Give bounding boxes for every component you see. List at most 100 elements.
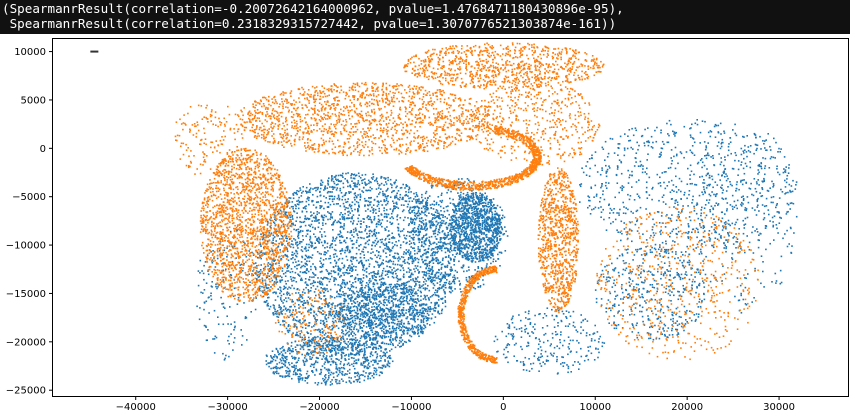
scatter-point — [496, 245, 499, 247]
scatter-point — [449, 229, 452, 232]
scatter-point — [466, 191, 469, 194]
scatter-point — [266, 300, 268, 302]
scatter-point — [479, 260, 482, 262]
scatter-point — [335, 265, 337, 267]
scatter-point — [418, 220, 421, 222]
scatter-point — [348, 368, 351, 371]
scatter-point — [434, 217, 437, 219]
scatter-point — [323, 295, 325, 297]
scatter-point — [395, 287, 397, 289]
scatter-point — [446, 264, 449, 267]
scatter-point — [374, 302, 377, 304]
scatter-point — [424, 226, 426, 228]
scatter-point — [346, 248, 349, 251]
scatter-point — [477, 216, 479, 219]
scatter-point — [380, 263, 383, 265]
scatter-point — [338, 382, 341, 385]
scatter-point — [428, 275, 431, 277]
scatter-point — [270, 257, 272, 260]
scatter-point — [297, 273, 299, 276]
scatter-point — [455, 209, 458, 212]
scatter-point — [385, 260, 387, 263]
scatter-point — [350, 266, 353, 268]
scatter-point — [311, 220, 313, 222]
scatter-point — [458, 260, 460, 263]
scatter-point — [347, 267, 350, 269]
scatter-point — [418, 214, 420, 217]
scatter-point — [431, 218, 434, 221]
scatter-point — [346, 249, 349, 252]
scatter-point — [295, 292, 297, 294]
scatter-point — [412, 238, 414, 241]
scatter-point — [306, 269, 308, 271]
scatter-point — [356, 290, 358, 293]
scatter-point — [351, 234, 353, 236]
scatter-point — [495, 232, 498, 234]
scatter-point — [309, 283, 312, 285]
scatter-point — [447, 224, 450, 227]
scatter-point — [324, 326, 327, 328]
scatter-point — [496, 220, 498, 223]
scatter-point — [442, 222, 444, 224]
scatter-point — [453, 240, 456, 242]
scatter-point — [450, 286, 453, 288]
scatter-point — [416, 212, 419, 215]
scatter-point — [483, 196, 486, 198]
scatter-point — [382, 299, 385, 302]
scatter-point — [384, 195, 387, 198]
scatter-point — [429, 204, 432, 206]
output-line-2: SpearmanrResult(correlation=0.2318329315… — [2, 16, 617, 31]
scatter-point — [394, 252, 396, 255]
scatter-point — [457, 246, 459, 249]
scatter-point — [315, 220, 317, 222]
scatter-point — [357, 279, 360, 282]
scatter-point — [403, 273, 405, 276]
scatter-point — [463, 244, 466, 247]
scatter-point — [273, 307, 275, 309]
scatter-point — [322, 337, 325, 339]
scatter-point — [418, 311, 421, 314]
scatter-point — [459, 284, 461, 286]
scatter-point — [277, 288, 279, 290]
scatter-point — [324, 347, 327, 350]
scatter-point — [495, 228, 498, 231]
scatter-point — [494, 219, 496, 221]
scatter-point — [369, 181, 371, 183]
scatter-point — [359, 177, 362, 179]
scatter-point — [393, 255, 396, 258]
scatter-point — [413, 212, 416, 214]
scatter-point — [424, 326, 427, 329]
scatter-point — [272, 367, 274, 369]
scatter-point — [279, 280, 282, 282]
scatter-point — [468, 215, 470, 218]
scatter-point — [462, 210, 465, 212]
scatter-point — [282, 273, 285, 275]
scatter-point — [352, 291, 354, 294]
scatter-point — [356, 273, 359, 276]
scatter-point — [367, 331, 370, 333]
scatter-point — [309, 344, 312, 347]
scatter-point — [314, 217, 316, 219]
scatter-point — [340, 212, 342, 214]
scatter-point — [294, 258, 296, 261]
scatter-point — [444, 237, 447, 239]
scatter-point — [479, 254, 481, 257]
scatter-point — [490, 254, 493, 256]
scatter-point — [275, 355, 277, 358]
scatter-point — [313, 212, 315, 215]
scatter-point — [353, 185, 356, 187]
scatter-point — [334, 351, 337, 353]
scatter-point — [424, 295, 427, 298]
scatter-point — [335, 278, 337, 281]
scatter-point — [435, 243, 438, 245]
scatter-point — [347, 344, 349, 347]
scatter-point — [352, 338, 354, 341]
scatter-point — [494, 232, 497, 234]
scatter-point — [386, 246, 388, 248]
scatter-point — [464, 286, 467, 288]
scatter-point — [400, 334, 403, 336]
scatter-point — [433, 224, 436, 226]
scatter-point — [481, 220, 484, 222]
scatter-point — [440, 201, 443, 204]
scatter-point — [330, 270, 333, 272]
